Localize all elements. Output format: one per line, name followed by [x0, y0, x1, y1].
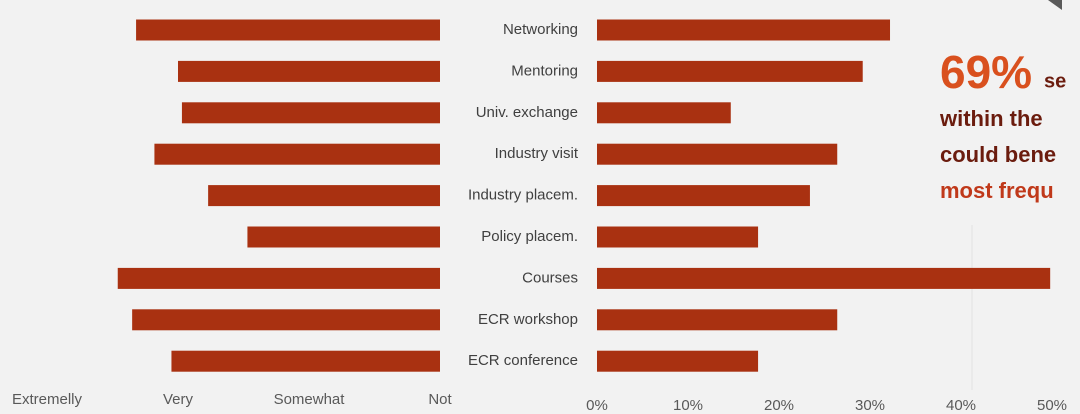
category-label: Univ. exchange: [476, 104, 578, 121]
bar: [117, 267, 441, 289]
bar: [597, 309, 838, 331]
category-label: Mentoring: [511, 62, 578, 79]
bar: [597, 350, 759, 372]
x-tick-label: Extremelly: [12, 391, 83, 408]
category-label: ECR workshop: [478, 311, 578, 328]
x-tick-label: 20%: [764, 397, 794, 414]
corner-decoration: [1048, 0, 1062, 10]
bar: [136, 19, 440, 41]
bar: [597, 267, 1051, 289]
bar: [597, 185, 810, 207]
x-tick-label: 30%: [855, 397, 885, 414]
x-tick-label: Somewhat: [274, 391, 346, 408]
bar: [597, 60, 863, 82]
x-tick-label: 0%: [586, 397, 608, 414]
x-tick-label: 40%: [946, 397, 976, 414]
category-label: ECR conference: [468, 352, 578, 369]
category-label: Policy placem.: [481, 228, 578, 245]
bar: [154, 143, 441, 165]
annotation-line: could bene: [940, 142, 1056, 167]
annotation-line: se: [1044, 70, 1066, 92]
bar: [597, 19, 891, 41]
x-tick-label: Very: [163, 391, 194, 408]
annotation-highlight: 69%: [940, 46, 1032, 98]
bar: [597, 226, 759, 248]
category-label: Networking: [503, 21, 578, 38]
bar: [247, 226, 440, 248]
annotation-line: within the: [939, 106, 1043, 131]
bar: [208, 185, 440, 207]
category-label: Courses: [522, 269, 578, 286]
bar: [181, 102, 440, 124]
annotation-line: most frequ: [940, 178, 1054, 203]
x-tick-label: 50%: [1037, 397, 1067, 414]
bar: [597, 143, 838, 165]
category-label: Industry visit: [495, 145, 579, 162]
x-tick-label: 10%: [673, 397, 703, 414]
x-tick-label: Not: [428, 391, 452, 408]
category-label: Industry placem.: [468, 187, 578, 204]
bar: [132, 309, 440, 331]
bar: [597, 102, 731, 124]
bar: [178, 60, 440, 82]
bar: [171, 350, 440, 372]
